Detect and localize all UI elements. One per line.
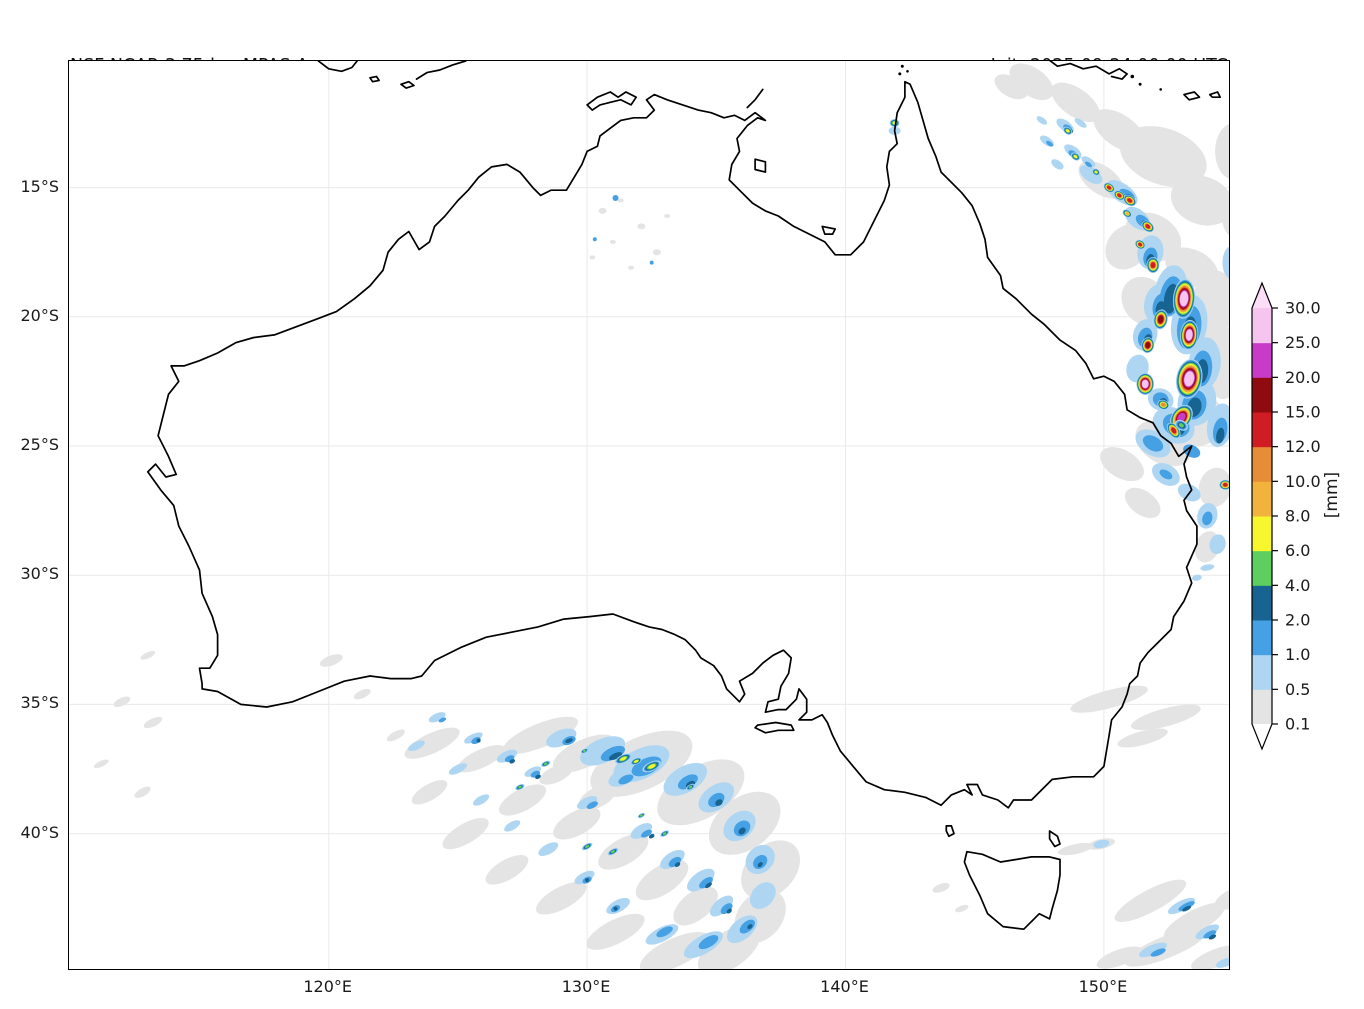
colorbar-tick-label: 10.0 [1285, 472, 1321, 491]
colorbar-segment [1252, 620, 1272, 656]
colorbar-tick-label: 2.0 [1285, 611, 1310, 630]
colorbar-segment [1252, 689, 1272, 725]
colorbar-segment [1252, 342, 1272, 378]
colorbar-tick-label: 25.0 [1285, 333, 1321, 352]
colorbar-tick-label: 20.0 [1285, 368, 1321, 387]
lat-tick-label: 25°S [20, 435, 59, 455]
lon-tick-label: 120°E [303, 977, 353, 996]
colorbar-segment [1252, 550, 1272, 586]
colorbar-tick-label: 1.0 [1285, 645, 1310, 664]
lon-tick-label: 150°E [1078, 977, 1128, 996]
colorbar-tick-label: 30.0 [1285, 299, 1321, 318]
lat-tick-label: 20°S [20, 305, 59, 325]
colorbar-tick-label: 0.1 [1285, 715, 1310, 734]
lat-tick-label: 35°S [20, 693, 59, 713]
lat-tick-label: 30°S [20, 564, 59, 584]
precipitation-colorbar: 0.1 0.5 1.0 2.0 4.0 6.0 8.0 10.0 12.0 15.0 20.0 25.… [1251, 281, 1321, 751]
lon-tick-label: 130°E [561, 977, 611, 996]
colorbar-tick-label: 12.0 [1285, 437, 1321, 456]
colorbar-segment [1252, 377, 1272, 413]
colorbar-tick-label: 8.0 [1285, 507, 1310, 526]
colorbar-tick-label: 4.0 [1285, 576, 1310, 595]
lon-tick-label: 140°E [820, 977, 869, 996]
lat-tick-label: 15°S [20, 176, 59, 196]
colorbar-segment [1252, 481, 1272, 517]
map-frame [68, 60, 1230, 970]
colorbar-over-arrow [1252, 283, 1272, 308]
colorbar-segment [1252, 585, 1272, 621]
colorbar-segment [1252, 446, 1272, 482]
colorbar-segment [1252, 654, 1272, 690]
colorbar-segment [1252, 412, 1272, 448]
australia-precipitation-map [69, 61, 1229, 969]
colorbar-tick-label: 0.5 [1285, 680, 1310, 699]
colorbar-tick-label: 6.0 [1285, 541, 1310, 560]
lat-tick-label: 40°S [20, 822, 59, 842]
colorbar-segment [1252, 308, 1272, 344]
coastlines [146, 61, 1222, 931]
colorbar-segment [1252, 516, 1272, 552]
colorbar-unit-label: [mm] [1322, 471, 1342, 519]
colorbar-under-arrow [1252, 724, 1272, 749]
precipitation-layer [93, 63, 1229, 969]
colorbar-tick-label: 15.0 [1285, 403, 1321, 422]
